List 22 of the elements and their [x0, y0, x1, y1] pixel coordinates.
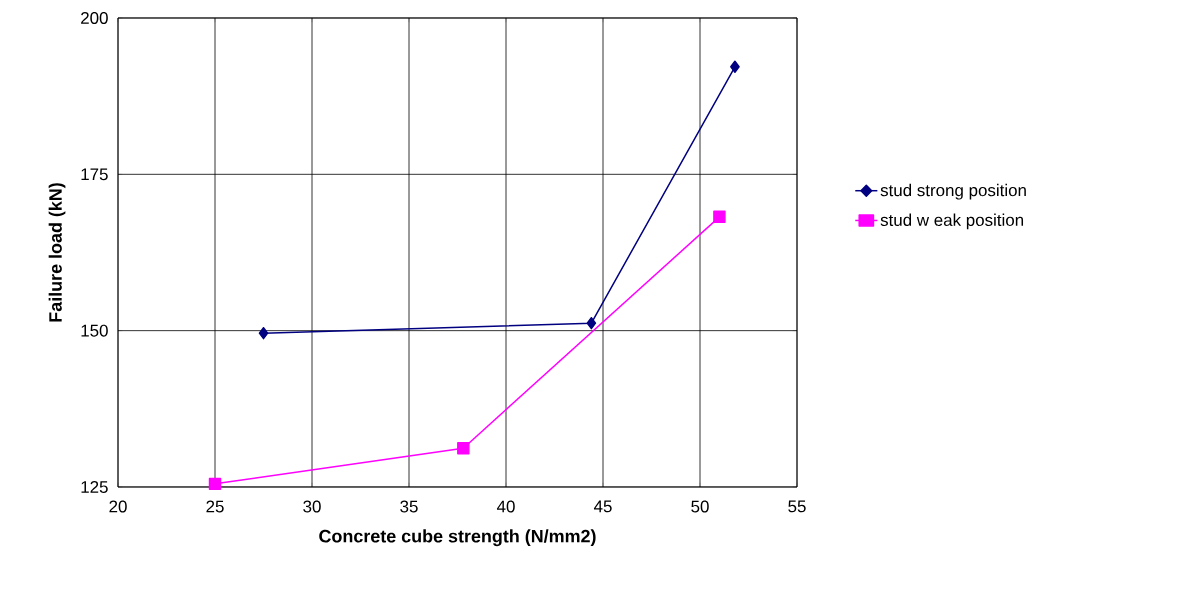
point [208, 477, 222, 491]
y-tick-label: 125 [81, 480, 108, 493]
legend-label: stud w eak position [880, 213, 1024, 230]
x-tick-label: 40 [496, 500, 515, 513]
x-tick-label: 25 [206, 500, 224, 513]
y-axis-title: Failure load (kN) [48, 183, 66, 322]
point [586, 316, 597, 330]
x-tick-label: 20 [109, 500, 127, 513]
y-tick-label: 200 [81, 11, 108, 24]
point [713, 210, 726, 224]
x-axis-title: Concrete cube strength (N/mm2) [319, 529, 596, 547]
point [730, 60, 740, 73]
x-tick-label: 30 [303, 500, 321, 513]
x-tick-label: 55 [788, 500, 806, 513]
x-tick-label: 50 [691, 500, 709, 513]
y-tick-label: 150 [81, 324, 108, 337]
point [457, 441, 470, 455]
legend-label: stud strong position [880, 183, 1026, 200]
x-tick-label: 35 [400, 500, 418, 513]
x-tick-label: 45 [593, 500, 612, 513]
point [258, 326, 269, 340]
y-tick-label: 175 [81, 168, 108, 181]
